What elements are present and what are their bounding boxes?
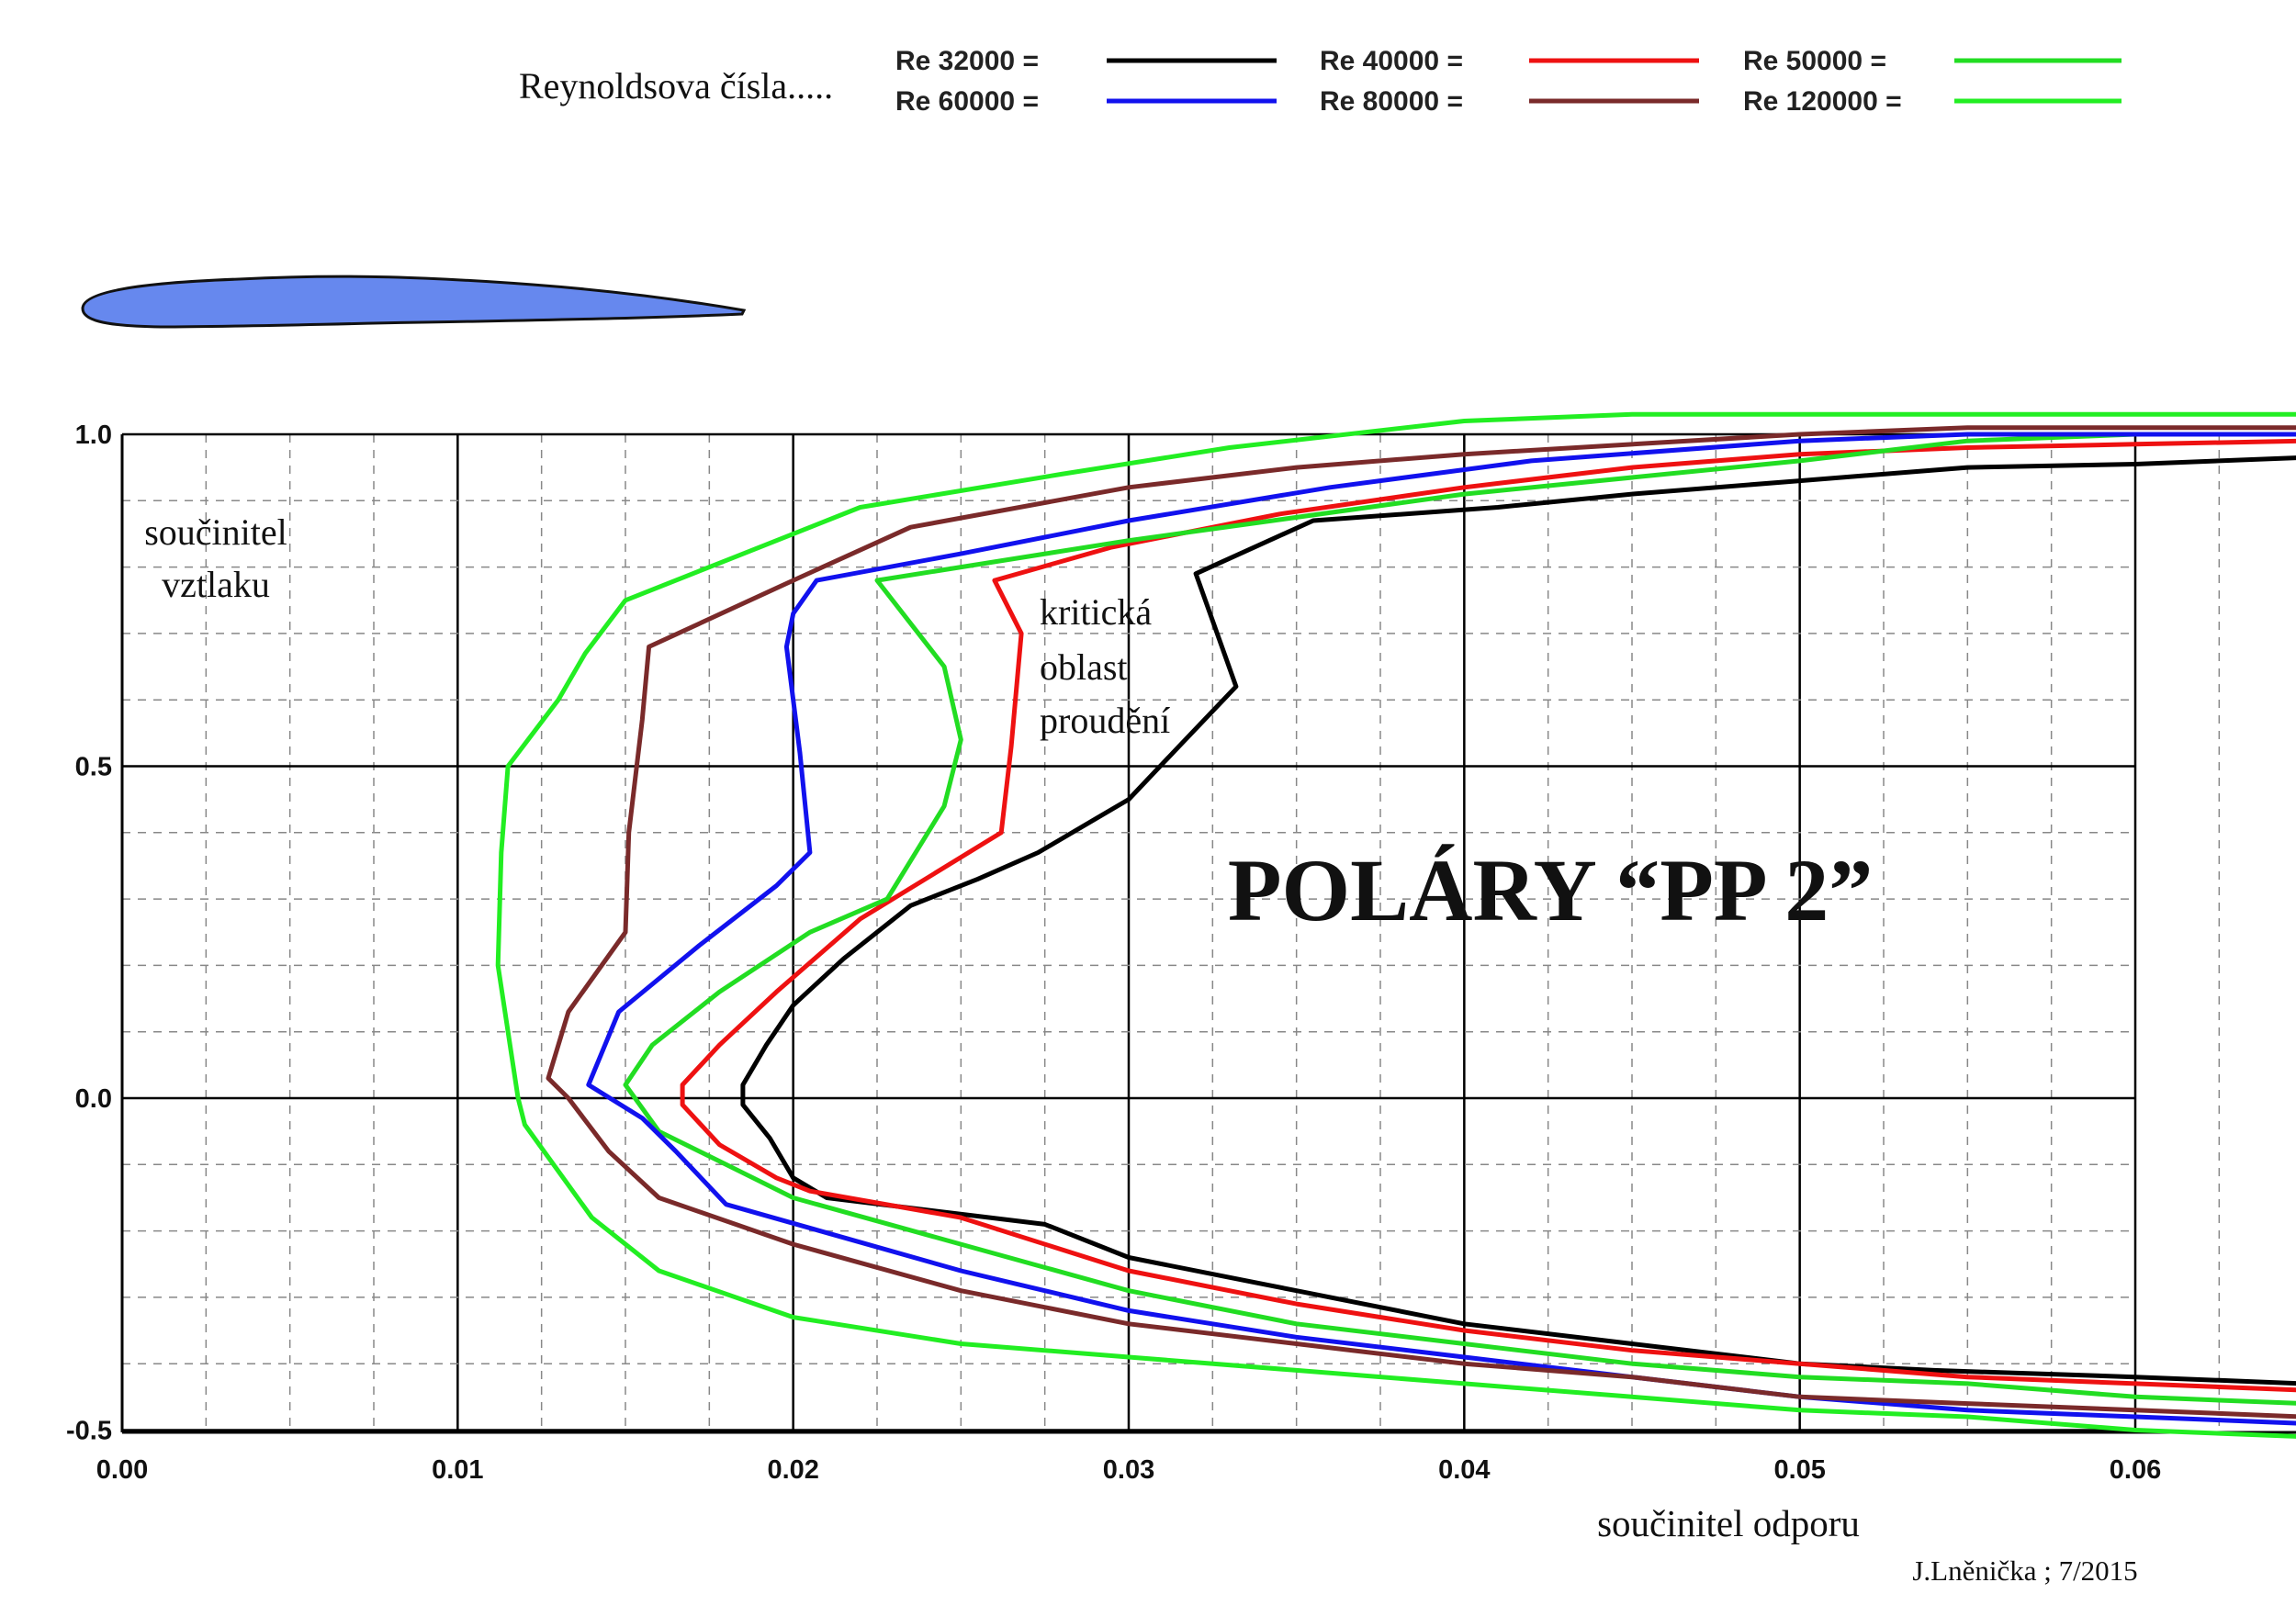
annotation-line-1: kritická: [1040, 591, 1152, 633]
legend-label: Re 120000 =: [1743, 86, 1902, 117]
x-tick-label: 0.04: [1438, 1455, 1490, 1485]
series-layer: [495, 411, 2296, 1439]
annotation-line-3: proudění: [1040, 700, 1170, 741]
legend-title: Reynoldsova čísla.....: [519, 65, 833, 107]
y-tick-label: -0.5: [66, 1417, 112, 1446]
x-axis-label: součinitel odporu: [1597, 1502, 1860, 1544]
x-tick-label: 0.02: [767, 1455, 818, 1485]
y-axis-label-line-1: součinitel: [144, 511, 287, 553]
chart-title: POLÁRY “PP 2”: [1228, 841, 1873, 939]
author-credit: J.Lněnička ; 7/2015: [1912, 1554, 2137, 1587]
x-tick-label: 0.00: [96, 1455, 148, 1485]
y-axis-label-line-2: vztlaku: [162, 564, 270, 605]
series-line-4: [586, 432, 2296, 1426]
annotation-line-2: oblast: [1040, 646, 1128, 688]
x-tick-label: 0.06: [2110, 1455, 2161, 1485]
series-line-3: [623, 432, 2296, 1406]
x-tick-label: 0.05: [1773, 1455, 1825, 1485]
plot-grid: [120, 432, 2296, 1434]
airfoil-shape-icon: [81, 275, 747, 329]
y-tick-label: 0.0: [75, 1084, 112, 1114]
legend: Re 32000 = Re 40000 = Re 50000 = Re 60000 =…: [895, 46, 2122, 117]
axis-ticks: 0.00 0.01 0.02 0.03 0.04 0.05 0.06 -0.5 0.0 0.5 1.…: [66, 421, 2161, 1485]
series-line-2: [680, 438, 2296, 1393]
y-tick-label: 0.5: [75, 753, 112, 782]
legend-label: Re 40000 =: [1320, 46, 1463, 76]
legend-label: Re 60000 =: [895, 86, 1039, 117]
legend-label: Re 32000 =: [895, 46, 1039, 76]
series-line-5: [546, 425, 2296, 1420]
legend-label: Re 50000 =: [1743, 46, 1886, 76]
series-line-6: [495, 411, 2296, 1439]
x-tick-label: 0.01: [432, 1455, 483, 1485]
series-line-1: [740, 455, 2296, 1386]
y-tick-label: 1.0: [75, 421, 112, 450]
legend-label: Re 80000 =: [1320, 86, 1463, 117]
x-tick-label: 0.03: [1103, 1455, 1154, 1485]
